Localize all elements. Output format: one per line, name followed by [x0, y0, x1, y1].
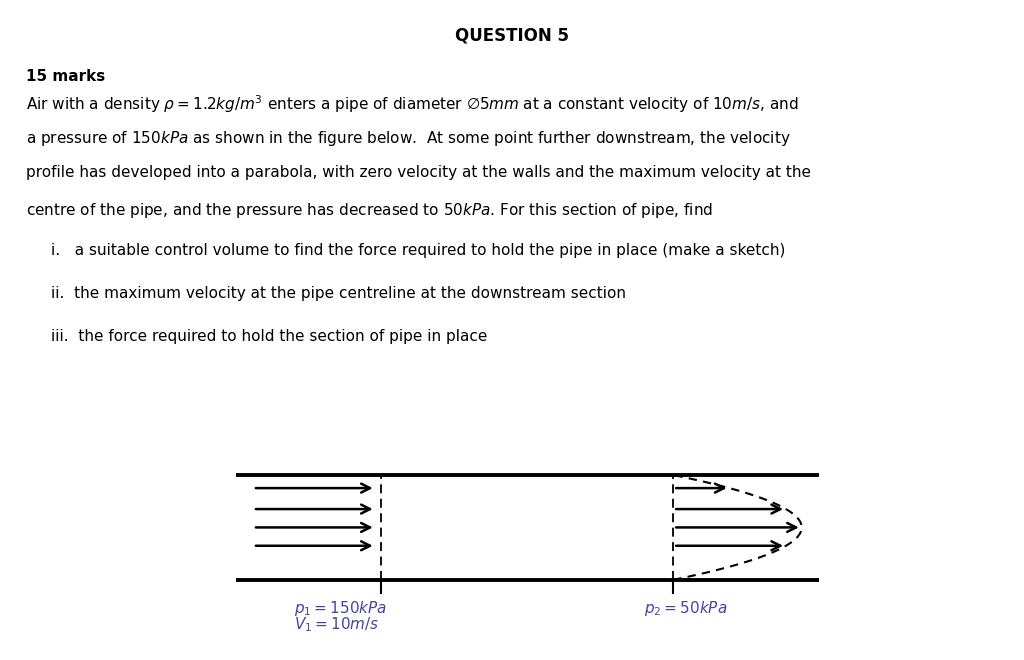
Text: $V_1 = 10m/s$: $V_1 = 10m/s$ — [294, 615, 379, 634]
Text: centre of the pipe, and the pressure has decreased to $50kPa$. For this section : centre of the pipe, and the pressure has… — [26, 201, 713, 220]
Text: $p_1 = 150kPa$: $p_1 = 150kPa$ — [294, 599, 387, 618]
Text: 15 marks: 15 marks — [26, 69, 104, 84]
Text: profile has developed into a parabola, with zero velocity at the walls and the m: profile has developed into a parabola, w… — [26, 165, 811, 180]
Text: QUESTION 5: QUESTION 5 — [455, 26, 569, 44]
Text: i.   a suitable control volume to find the force required to hold the pipe in pl: i. a suitable control volume to find the… — [51, 243, 785, 258]
Text: $p_2 = 50kPa$: $p_2 = 50kPa$ — [644, 599, 728, 618]
Text: iii.  the force required to hold the section of pipe in place: iii. the force required to hold the sect… — [51, 329, 487, 344]
Text: a pressure of $150kPa$ as shown in the figure below.  At some point further down: a pressure of $150kPa$ as shown in the f… — [26, 129, 791, 148]
Text: ii.  the maximum velocity at the pipe centreline at the downstream section: ii. the maximum velocity at the pipe cen… — [51, 286, 627, 301]
Text: Air with a density $\rho = 1.2kg/m^3$ enters a pipe of diameter $\varnothing 5mm: Air with a density $\rho = 1.2kg/m^3$ en… — [26, 94, 799, 115]
